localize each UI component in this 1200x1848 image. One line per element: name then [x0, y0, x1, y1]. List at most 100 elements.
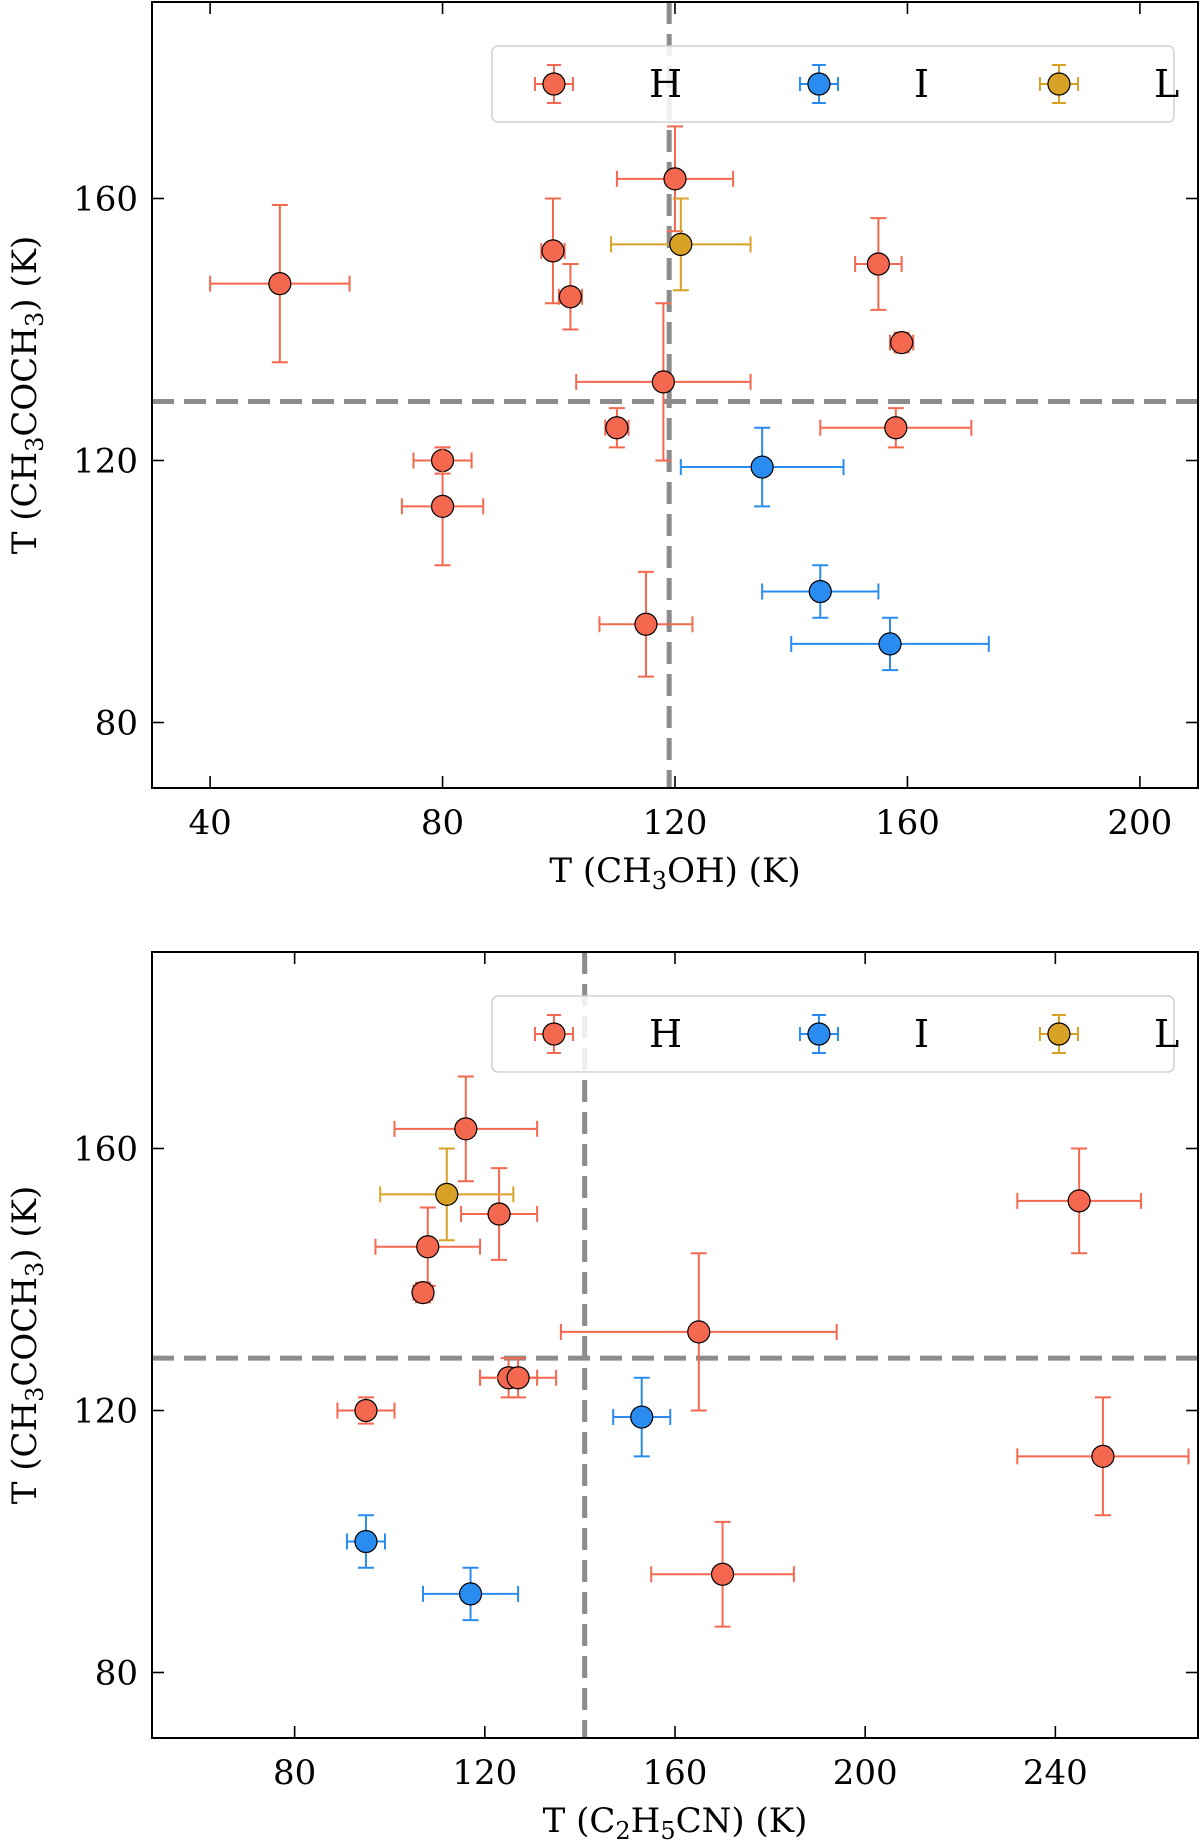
data-point-I [679, 426, 845, 508]
data-point-I [790, 616, 990, 672]
data-point-H [598, 570, 694, 678]
marker-H [1067, 1189, 1091, 1213]
y-tick-label: 120 [73, 1392, 138, 1432]
label-subscript: 3 [21, 1387, 49, 1402]
data-point-H [460, 1167, 539, 1261]
y-axis-label: T (CH3COCH3) (K) [5, 1186, 49, 1505]
marker-H [605, 416, 629, 440]
legend-entry-L: L [1038, 1012, 1179, 1056]
marker-H [411, 1280, 435, 1305]
label-text: ) (K) [5, 1186, 45, 1262]
marker-H [430, 494, 455, 518]
data-point-H [209, 204, 351, 364]
data-point-H [889, 331, 915, 355]
marker-H [558, 285, 583, 309]
label-text: COCH [5, 327, 45, 437]
legend-marker [542, 72, 566, 96]
data-point-H [575, 302, 752, 462]
legend-label-H: H [649, 1012, 682, 1056]
data-point-I [422, 1566, 520, 1622]
data-point-H [854, 217, 903, 311]
y-tick-label: 80 [95, 1654, 138, 1694]
x-tick-label: 80 [421, 803, 464, 843]
data-point-H [479, 1357, 558, 1399]
marker-H [884, 416, 908, 440]
label-text: ) (K) [5, 236, 45, 312]
marker-H [506, 1366, 530, 1390]
marker-I [878, 632, 902, 656]
data-point-H [819, 407, 973, 449]
marker-H [651, 370, 675, 394]
legend-marker [807, 72, 831, 96]
data-point-H [604, 407, 630, 449]
legend-marker [807, 1022, 831, 1046]
legend-entry-H: H [533, 1012, 682, 1056]
marker-I [808, 579, 832, 604]
marker-I [354, 1529, 378, 1554]
legend-label-I: I [914, 62, 929, 106]
legend-entry-I: I [798, 62, 929, 106]
x-tick-label: 160 [875, 803, 940, 843]
legend-entry-I: I [798, 1012, 929, 1056]
data-point-I [612, 1376, 672, 1458]
marker-H [687, 1320, 711, 1344]
y-tick-label: 160 [73, 1130, 138, 1170]
data-point-H [650, 1520, 795, 1628]
legend-entry-H: H [533, 62, 682, 106]
plot-frame [151, 1, 1199, 789]
label-subscript: 3 [652, 867, 667, 895]
legend-label-H: H [649, 62, 682, 106]
label-text: T (CH [5, 452, 45, 554]
y-tick-label: 160 [73, 180, 138, 220]
marker-H [268, 272, 292, 296]
x-tick-label: 80 [273, 1753, 316, 1793]
x-axis-label: T (C2H5CN) (K) [543, 1801, 808, 1845]
marker-H [634, 612, 658, 636]
label-subscript: 5 [660, 1817, 675, 1845]
legend-marker [1047, 1022, 1071, 1046]
marker-H [487, 1202, 511, 1226]
label-text: T (CH [549, 851, 651, 891]
data-point-L [610, 197, 752, 292]
marker-H [890, 331, 914, 355]
marker-I [458, 1582, 483, 1606]
data-point-H [540, 197, 566, 305]
label-text: H [631, 1801, 661, 1841]
x-axis-label: T (CH3OH) (K) [549, 851, 800, 895]
data-point-H [393, 1075, 539, 1183]
data-point-H [374, 1206, 482, 1288]
x-tick-label: 120 [643, 803, 708, 843]
marker-H [541, 239, 565, 263]
x-tick-label: 160 [643, 1753, 708, 1793]
plot-frame [151, 951, 1199, 1739]
label-subscript: 2 [615, 1817, 630, 1845]
marker-L [669, 232, 693, 256]
label-subscript: 3 [21, 312, 49, 327]
y-tick-label: 120 [73, 442, 138, 482]
label-subscript: 3 [21, 1262, 49, 1277]
label-subscript: 3 [21, 437, 49, 452]
legend-marker [1047, 72, 1071, 96]
data-point-L [379, 1147, 515, 1242]
data-point-H [615, 125, 735, 233]
y-axis-label: T (CH3COCH3) (K) [5, 236, 49, 555]
x-tick-label: 200 [1107, 803, 1172, 843]
legend-label-I: I [914, 1012, 929, 1056]
data-point-H [1016, 1147, 1142, 1255]
label-text: COCH [5, 1277, 45, 1387]
legend-entry-L: L [1038, 62, 1179, 106]
data-point-H [557, 263, 584, 331]
marker-H [454, 1117, 478, 1141]
label-text: T (CH [5, 1402, 45, 1504]
marker-I [750, 455, 774, 479]
data-point-H [411, 1280, 435, 1305]
data-point-H [1016, 1396, 1190, 1517]
legend-marker [542, 1022, 566, 1046]
y-tick-label: 80 [95, 704, 138, 744]
legend-label-L: L [1154, 1012, 1179, 1056]
